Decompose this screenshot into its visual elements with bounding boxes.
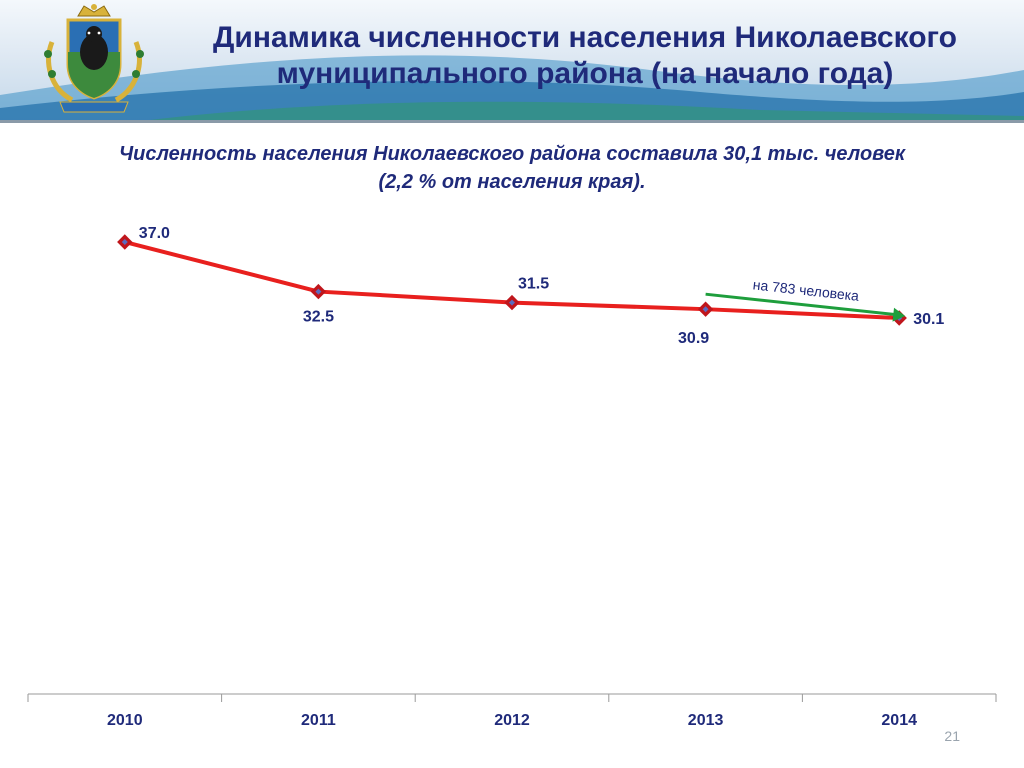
data-point-core-2013 (702, 306, 709, 313)
annotation-arrow-line (705, 292, 900, 317)
header-divider (0, 120, 1024, 123)
subtitle-line1: Численность населения Николаевского райо… (118, 143, 905, 165)
x-tick-label-2010: 2010 (107, 712, 143, 729)
page-title-line2: муниципального района (на начало года) (276, 57, 894, 90)
x-tick-label-2012: 2012 (494, 712, 530, 729)
coat-of-arms-icon (44, 4, 144, 113)
x-tick-label-2013: 2013 (688, 712, 724, 729)
x-tick-label-2011: 2011 (301, 712, 336, 729)
slide-number: 21 (944, 728, 960, 744)
x-tick-label-2014: 2014 (881, 712, 917, 729)
page-title-line1: Динамика численности населения Николаевс… (213, 21, 957, 54)
data-label-2010: 37.0 (139, 225, 170, 242)
data-point-core-2011 (315, 288, 322, 295)
data-label-2013: 30.9 (678, 330, 709, 347)
population-line-chart: 2010 2011 2012 2013 2014 37.0 32.5 31.5 30.9 30.1… (27, 225, 997, 729)
data-point-core-2010 (121, 239, 128, 245)
page-title: Динамика численности населения Николаевс… (160, 20, 1010, 92)
header-banner: Динамика численности населения Николаевс… (0, 0, 1024, 120)
data-point-core-2012 (509, 299, 515, 306)
chart-subtitle: Численность населения Николаевского райо… (40, 140, 984, 196)
header-wave-decoration (0, 55, 1024, 120)
subtitle-line2: (2,2 % от населения края). (378, 171, 646, 193)
data-label-2012: 31.5 (518, 276, 549, 293)
data-label-2014: 30.1 (913, 311, 944, 328)
data-label-2011: 32.5 (303, 309, 334, 326)
annotation-arrow-head (892, 307, 906, 322)
